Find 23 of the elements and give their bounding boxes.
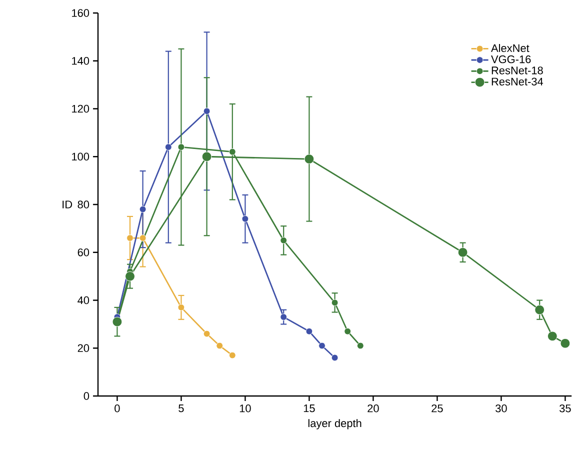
x-tick-label: 0	[114, 404, 120, 412]
x-tick-label: 35	[560, 404, 571, 412]
y-axis-title: ID	[62, 200, 72, 208]
y-tick-label: 40	[78, 296, 90, 304]
y-tick-label: 120	[72, 104, 90, 113]
y-tick-label: 80	[78, 200, 90, 208]
x-tick-label: 10	[240, 404, 251, 412]
x-tick-label: 5	[178, 404, 184, 412]
x-tick-label: 15	[304, 404, 315, 412]
legend-label: VGG-16	[491, 55, 531, 64]
x-tick-label: 30	[496, 404, 507, 412]
y-tick-label: 100	[72, 152, 90, 161]
y-tick-label: 0	[84, 392, 90, 400]
y-tick-label: 140	[72, 57, 90, 65]
legend-label: ResNet-18	[492, 66, 543, 74]
x-axis-title: layer depth	[308, 419, 362, 430]
x-tick-label: 25	[432, 404, 443, 412]
x-tick-label: 20	[368, 404, 379, 412]
legend-label: AlexNet	[491, 44, 530, 52]
y-tick-label: 60	[78, 248, 90, 256]
legend-label: ResNet-34	[492, 78, 544, 86]
y-tick-label: 160	[72, 9, 90, 17]
y-tick-label: 20	[78, 344, 90, 352]
